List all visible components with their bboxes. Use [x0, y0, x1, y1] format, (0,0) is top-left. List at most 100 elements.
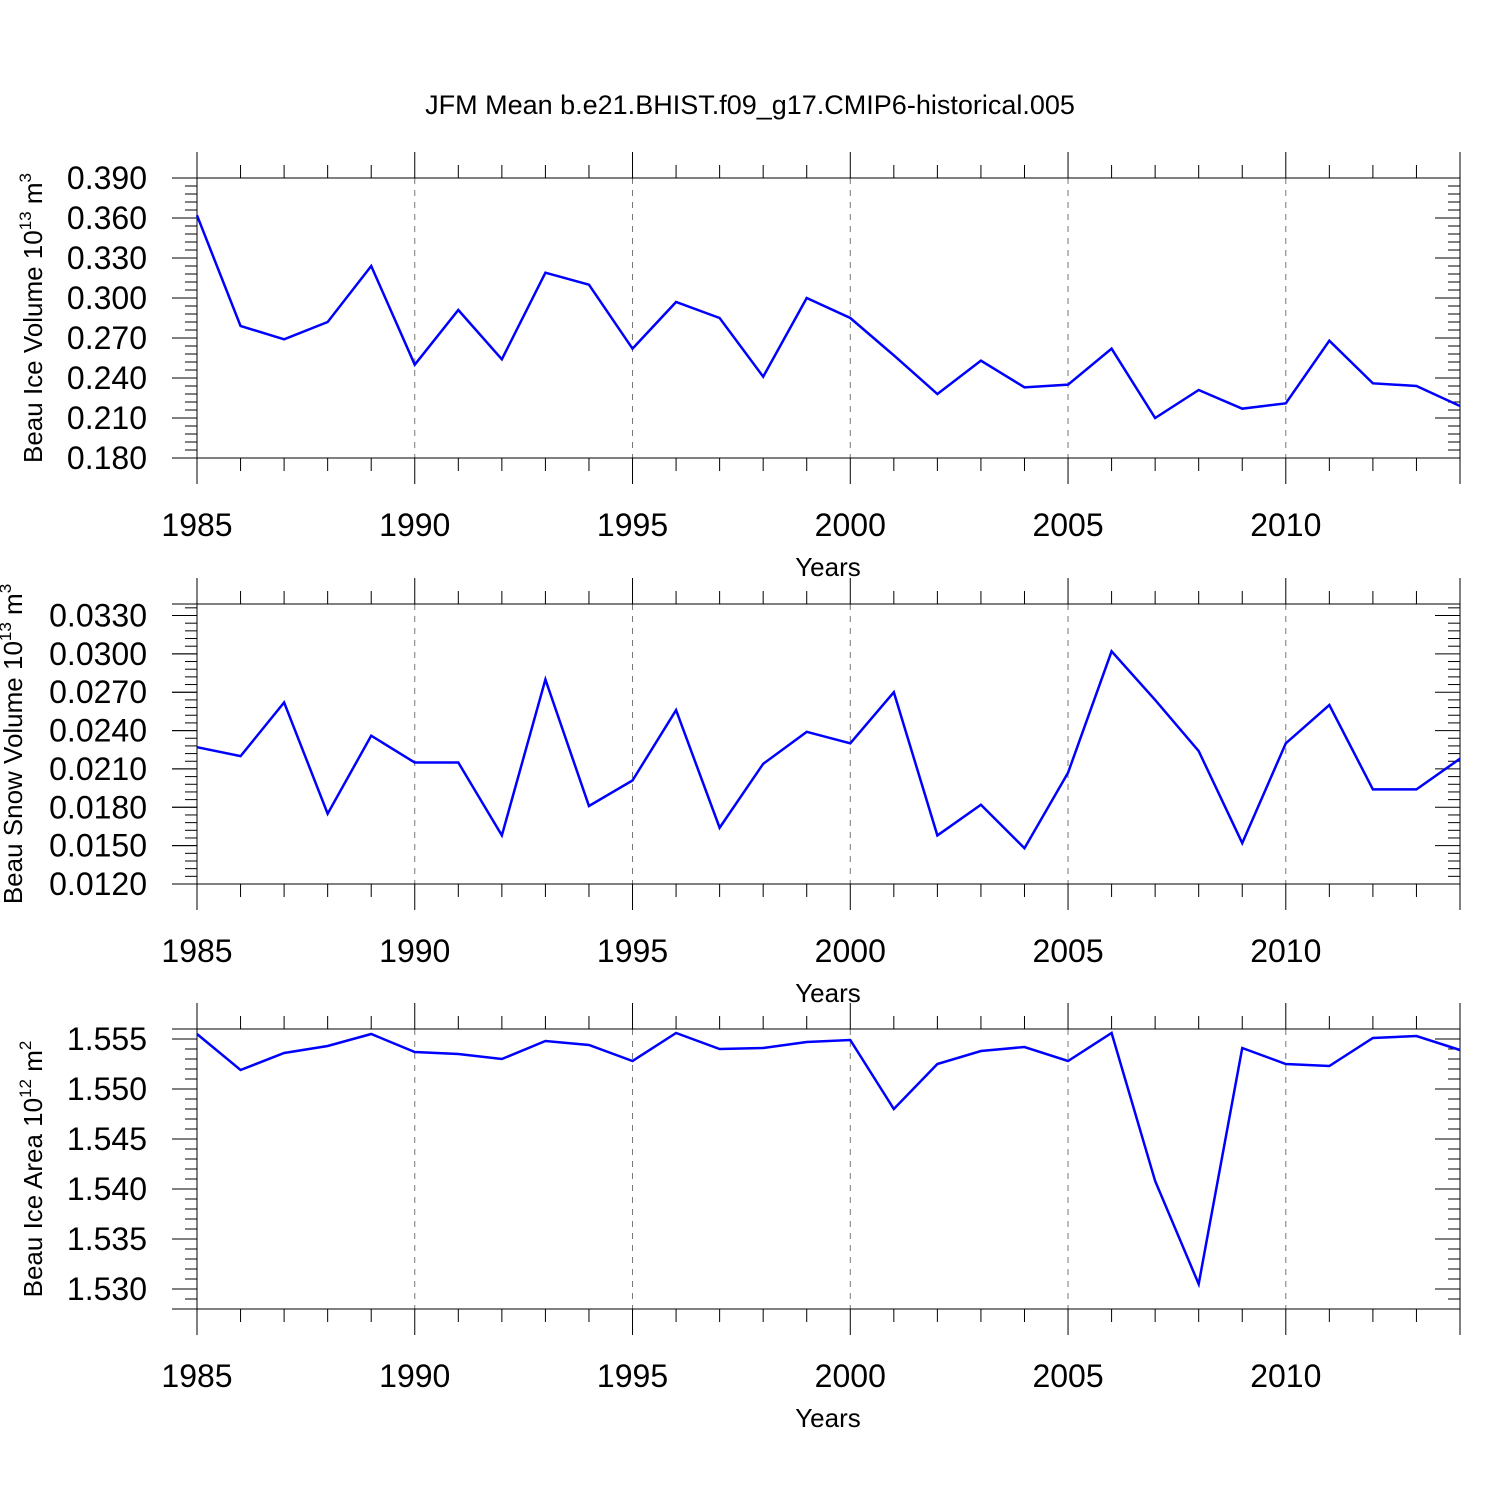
- data-point: [1414, 384, 1418, 388]
- y-axis-label: Beau Snow Volume 1013 m3: [0, 584, 28, 904]
- data-point: [1197, 388, 1201, 392]
- data-point: [326, 320, 330, 324]
- data-point: [239, 1068, 243, 1072]
- data-point: [500, 1057, 504, 1061]
- y-tick-label: 0.0330: [49, 598, 147, 634]
- y-tick-label: 0.0300: [49, 636, 147, 672]
- data-point: [282, 337, 286, 341]
- data-point: [1458, 404, 1462, 408]
- y-tick-label: 1.545: [67, 1121, 147, 1157]
- x-tick-label: 1985: [161, 933, 232, 969]
- y-tick-label: 1.550: [67, 1071, 147, 1107]
- x-tick-label: 1985: [161, 507, 232, 543]
- data-point: [892, 1107, 896, 1111]
- data-point: [239, 324, 243, 328]
- data-point: [1110, 1031, 1114, 1035]
- data-point: [369, 264, 373, 268]
- x-tick-label: 2000: [815, 507, 886, 543]
- data-point: [587, 804, 591, 808]
- y-axis-label: Beau Ice Volume 1013 m3: [16, 173, 48, 463]
- data-point: [892, 353, 896, 357]
- data-point: [1284, 1062, 1288, 1066]
- data-point: [1284, 401, 1288, 405]
- data-point: [1022, 385, 1026, 389]
- data-point: [326, 1044, 330, 1048]
- data-point: [282, 700, 286, 704]
- x-tick-label: 2010: [1250, 933, 1321, 969]
- data-point: [1110, 347, 1114, 351]
- x-axis-label: Years: [795, 978, 861, 1008]
- x-tick-label: 1995: [597, 507, 668, 543]
- data-point: [543, 1039, 547, 1043]
- x-tick-label: 1990: [379, 933, 450, 969]
- x-tick-label: 2005: [1032, 507, 1103, 543]
- data-point: [500, 833, 504, 837]
- data-point: [1197, 749, 1201, 753]
- panel-3: 1.530 1.535 1.540 1.545 1.550 1.555 1985 1990 19…: [16, 1003, 1462, 1433]
- data-point: [935, 392, 939, 396]
- series-line: [196, 648, 1461, 851]
- y-tick-label: 0.0180: [49, 789, 147, 825]
- data-point: [413, 761, 417, 765]
- data-point: [543, 271, 547, 275]
- x-tick-label: 2010: [1250, 1358, 1321, 1394]
- data-point: [1414, 1034, 1418, 1038]
- chart-title: JFM Mean b.e21.BHIST.f09_g17.CMIP6-histo…: [425, 90, 1075, 120]
- data-point: [674, 708, 678, 712]
- data-point: [761, 375, 765, 379]
- data-point: [195, 213, 199, 217]
- data-point: [1153, 698, 1157, 702]
- x-tick-label: 2000: [815, 933, 886, 969]
- y-tick-label: 0.270: [67, 320, 147, 356]
- data-point: [935, 1062, 939, 1066]
- y-axis-label: Beau Ice Area 1012 m2: [16, 1041, 48, 1298]
- data-point: [369, 734, 373, 738]
- y-tick-label: 0.0240: [49, 713, 147, 749]
- data-point: [413, 363, 417, 367]
- y-tick-label: 0.0270: [49, 674, 147, 710]
- x-tick-label: 1985: [161, 1358, 232, 1394]
- y-tick-label: 0.0120: [49, 866, 147, 902]
- data-point: [1110, 649, 1114, 653]
- data-point: [979, 359, 983, 363]
- data-point: [1066, 1059, 1070, 1063]
- data-point: [1240, 841, 1244, 845]
- data-point: [718, 1047, 722, 1051]
- data-point: [848, 741, 852, 745]
- data-point: [1371, 381, 1375, 385]
- panel-1: 0.180 0.210 0.240 0.270 0.300 0.330 0.360 0.390…: [16, 152, 1462, 582]
- data-point: [848, 316, 852, 320]
- series-line: [195, 214, 1461, 420]
- y-tick-label: 0.240: [67, 360, 147, 396]
- y-tick-label: 0.210: [67, 400, 147, 436]
- data-point: [543, 677, 547, 681]
- data-point: [1458, 757, 1462, 761]
- x-tick-label: 1995: [597, 1358, 668, 1394]
- y-tick-label: 0.390: [67, 160, 147, 196]
- data-point: [1327, 1064, 1331, 1068]
- data-point: [1458, 1048, 1462, 1052]
- data-point: [1327, 703, 1331, 707]
- y-tick-label: 0.0150: [49, 828, 147, 864]
- x-axis-label: Years: [795, 552, 861, 582]
- data-point: [239, 754, 243, 758]
- data-point: [1240, 1046, 1244, 1050]
- data-point: [935, 833, 939, 837]
- x-tick-label: 1990: [379, 507, 450, 543]
- data-point: [1371, 787, 1375, 791]
- y-tick-label: 1.535: [67, 1221, 147, 1257]
- data-point: [456, 308, 460, 312]
- data-point: [456, 761, 460, 765]
- y-tick-label: 0.360: [67, 200, 147, 236]
- data-point: [500, 357, 504, 361]
- data-point: [1284, 741, 1288, 745]
- data-point: [761, 762, 765, 766]
- data-point: [1022, 846, 1026, 850]
- data-point: [1327, 339, 1331, 343]
- y-tick-label: 0.300: [67, 280, 147, 316]
- x-tick-label: 2010: [1250, 507, 1321, 543]
- data-point: [805, 1040, 809, 1044]
- y-tick-label: 0.0210: [49, 751, 147, 787]
- data-point: [718, 826, 722, 830]
